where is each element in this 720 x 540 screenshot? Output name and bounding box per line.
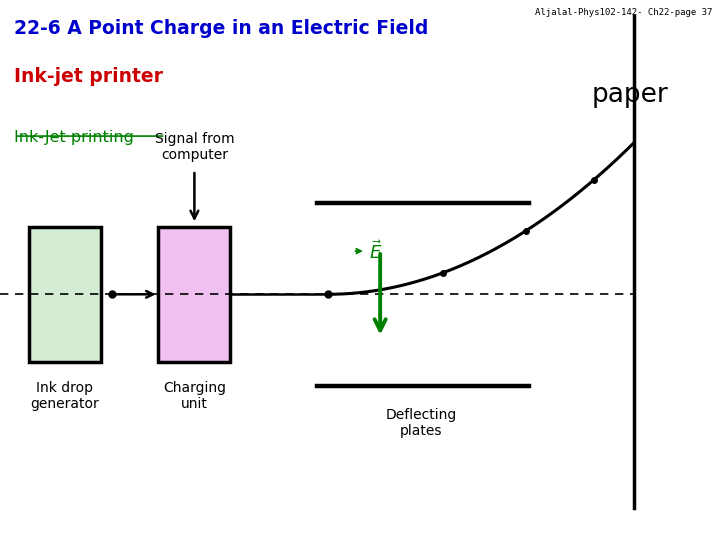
Bar <box>158 227 230 362</box>
Text: Signal from
computer: Signal from computer <box>155 132 234 162</box>
Text: Ink drop
generator: Ink drop generator <box>30 381 99 411</box>
Text: Ink-Jet printing: Ink-Jet printing <box>14 130 134 145</box>
Text: Deflecting
plates: Deflecting plates <box>386 408 456 438</box>
Text: Aljalal-Phys102-142- Ch22-page 37: Aljalal-Phys102-142- Ch22-page 37 <box>536 8 713 17</box>
Bar <box>29 227 101 362</box>
Text: Ink-jet printer: Ink-jet printer <box>14 68 163 86</box>
Text: $\vec{E}$: $\vec{E}$ <box>369 240 382 262</box>
Text: paper: paper <box>592 82 668 108</box>
Text: Charging
unit: Charging unit <box>163 381 226 411</box>
Text: 22-6 A Point Charge in an Electric Field: 22-6 A Point Charge in an Electric Field <box>14 19 429 38</box>
